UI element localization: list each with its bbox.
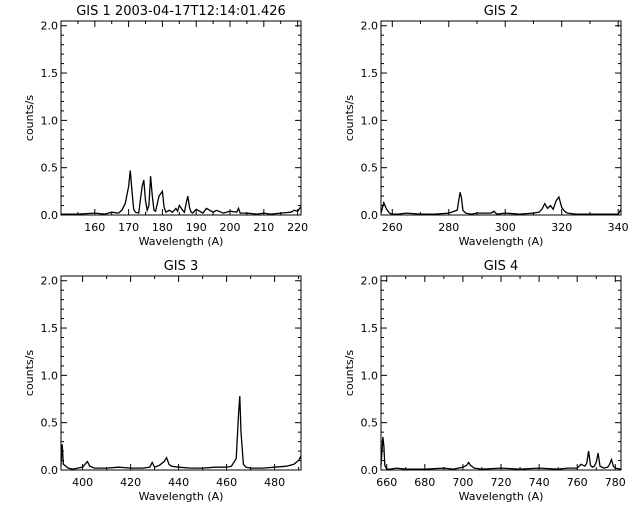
y-tick-label: 2.0 xyxy=(41,275,59,288)
x-tick-label: 190 xyxy=(186,221,207,234)
y-axis-label: counts/s xyxy=(343,95,356,141)
x-axis-label: Wavelength (A) xyxy=(459,235,544,248)
y-tick-label: 1.5 xyxy=(361,322,379,335)
x-tick-label: 200 xyxy=(220,221,241,234)
gis-4-panel: GIS 4 660 680 700 720 740 760 780 0.0 0.5 1.0 1.5 2.… xyxy=(343,259,626,503)
plot-frame xyxy=(380,275,622,471)
y-tick-label: 2.0 xyxy=(41,20,59,33)
x-axis-label: Wavelength (A) xyxy=(139,490,224,503)
x-tick-label: 720 xyxy=(491,476,512,489)
spectrum-line xyxy=(380,436,622,470)
y-axis-label: counts/s xyxy=(23,95,36,141)
y-axis-label: counts/s xyxy=(23,350,36,396)
x-tick-label: 280 xyxy=(438,221,459,234)
x-tick-label: 320 xyxy=(551,221,572,234)
y-tick-label: 0.0 xyxy=(361,209,379,222)
x-tick-label: 220 xyxy=(287,221,308,234)
y-tick-label: 2.0 xyxy=(361,20,379,33)
spectrum-line xyxy=(61,170,302,215)
x-tick-label: 420 xyxy=(120,476,141,489)
panel-title: GIS 2 xyxy=(484,4,519,19)
x-tick-label: 180 xyxy=(152,221,173,234)
y-tick-label: 0.5 xyxy=(361,162,379,175)
y-tick-label: 1.5 xyxy=(41,322,59,335)
x-axis-label: Wavelength (A) xyxy=(459,490,544,503)
x-tick-label: 740 xyxy=(529,476,550,489)
x-tick-label: 170 xyxy=(118,221,139,234)
y-axis-label: counts/s xyxy=(343,350,356,396)
gis-2-panel: GIS 2 260 280 300 320 340 0.0 0.5 1.0 1.5 2.0 Wavel… xyxy=(343,4,629,248)
x-tick-label: 760 xyxy=(567,476,588,489)
y-tick-label: 1.0 xyxy=(41,369,59,382)
panel-title: GIS 4 xyxy=(484,259,519,274)
y-tick-label: 1.0 xyxy=(361,369,379,382)
y-tick-label: 0.5 xyxy=(41,417,59,430)
x-tick-label: 480 xyxy=(264,476,285,489)
x-tick-label: 780 xyxy=(605,476,626,489)
x-tick-label: 400 xyxy=(72,476,93,489)
x-tick-label: 210 xyxy=(253,221,274,234)
x-tick-label: 680 xyxy=(414,476,435,489)
x-tick-label: 260 xyxy=(382,221,403,234)
y-tick-label: 1.0 xyxy=(41,114,59,127)
panel-title: GIS 3 xyxy=(164,259,199,274)
plot-frame xyxy=(380,20,622,216)
x-tick-label: 440 xyxy=(168,476,189,489)
y-tick-label: 0.0 xyxy=(361,464,379,477)
gis-3-panel: GIS 3 400 420 440 460 480 0.0 0.5 1.0 1.5 2.0 Wavel… xyxy=(23,259,302,503)
x-tick-label: 660 xyxy=(376,476,397,489)
plot-frame xyxy=(60,275,302,471)
y-tick-label: 2.0 xyxy=(361,275,379,288)
plot-frame xyxy=(60,20,302,216)
spectrum-line xyxy=(380,192,622,215)
y-tick-label: 0.5 xyxy=(41,162,59,175)
spectrum-line xyxy=(60,396,302,470)
panel-title: GIS 1 2003-04-17T12:14:01.426 xyxy=(76,4,286,19)
x-tick-label: 300 xyxy=(495,221,516,234)
y-tick-label: 1.5 xyxy=(361,67,379,80)
y-tick-label: 1.5 xyxy=(41,67,59,80)
y-tick-label: 0.0 xyxy=(41,464,59,477)
x-tick-label: 700 xyxy=(452,476,473,489)
x-tick-label: 340 xyxy=(608,221,629,234)
y-tick-label: 0.5 xyxy=(361,417,379,430)
y-tick-label: 0.0 xyxy=(41,209,59,222)
x-tick-label: 160 xyxy=(84,221,105,234)
x-tick-label: 460 xyxy=(216,476,237,489)
x-axis-label: Wavelength (A) xyxy=(139,235,224,248)
y-tick-label: 1.0 xyxy=(361,114,379,127)
gis-1-panel: GIS 1 2003-04-17T12:14:01.426 160 170 180 19… xyxy=(23,4,308,248)
